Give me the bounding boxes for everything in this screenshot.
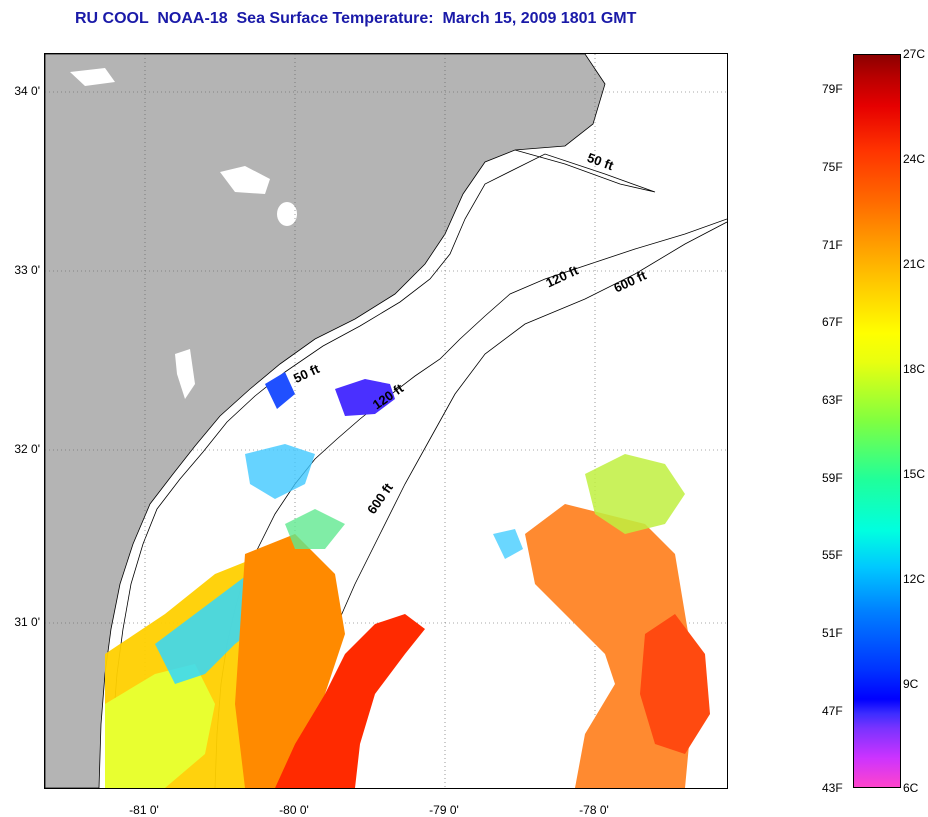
sst-map: 50 ft 120 ft 600 ft 50 ft 120 ft 600 ft — [44, 53, 728, 789]
inland-water — [220, 166, 270, 194]
lon-label: -79 0' — [429, 803, 459, 817]
lat-label: 32 0' — [14, 442, 40, 456]
sst-patch-green — [285, 509, 345, 549]
colorbar-c-label: 24C — [903, 152, 926, 166]
colorbar-f-label: 59F — [822, 471, 843, 485]
sst-patch-red-east — [640, 614, 710, 754]
lat-label: 33 0' — [14, 263, 40, 277]
colorbar-f-label: 75F — [822, 160, 843, 174]
map-title: RU COOL NOAA-18 Sea Surface Temperature:… — [75, 10, 637, 27]
colorbar-c-label: 27C — [903, 47, 926, 61]
colorbar-f-label: 47F — [822, 704, 843, 718]
sst-patch-red — [275, 614, 425, 788]
colorbar-c-label: 18C — [903, 362, 926, 376]
sst-patch-blue — [265, 372, 295, 409]
sst-patch-cyan2 — [245, 444, 315, 499]
lon-label: -78 0' — [579, 803, 609, 817]
colorbar-f-label: 43F — [822, 781, 843, 795]
inland-water — [175, 349, 195, 399]
colorbar-f-label: 51F — [822, 626, 843, 640]
lon-label: -80 0' — [279, 803, 309, 817]
colorbar-f-label: 71F — [822, 238, 843, 252]
colorbar-f-label: 67F — [822, 315, 843, 329]
lon-label: -81 0' — [129, 803, 159, 817]
sst-patch-green-east — [585, 454, 685, 534]
colorbar — [853, 54, 901, 788]
colorbar-c-label: 6C — [903, 781, 919, 795]
sst-patch-orange — [235, 534, 345, 788]
colorbar-c-label: 12C — [903, 572, 926, 586]
colorbar-f-label: 63F — [822, 393, 843, 407]
colorbar-c-label: 15C — [903, 467, 926, 481]
lat-label: 34 0' — [14, 84, 40, 98]
inland-water — [277, 202, 297, 226]
colorbar-c-label: 9C — [903, 677, 919, 691]
colorbar-f-label: 55F — [822, 548, 843, 562]
lat-label: 31 0' — [14, 615, 40, 629]
sst-patch-yellow — [105, 664, 215, 788]
colorbar-c-label: 21C — [903, 257, 926, 271]
map-canvas — [45, 54, 727, 788]
isobath-50 — [110, 149, 656, 788]
colorbar-f-label: 79F — [822, 82, 843, 96]
sst-patch-cyan-east — [493, 529, 523, 559]
sst-patch-purple — [335, 379, 395, 416]
inland-water — [70, 68, 115, 86]
